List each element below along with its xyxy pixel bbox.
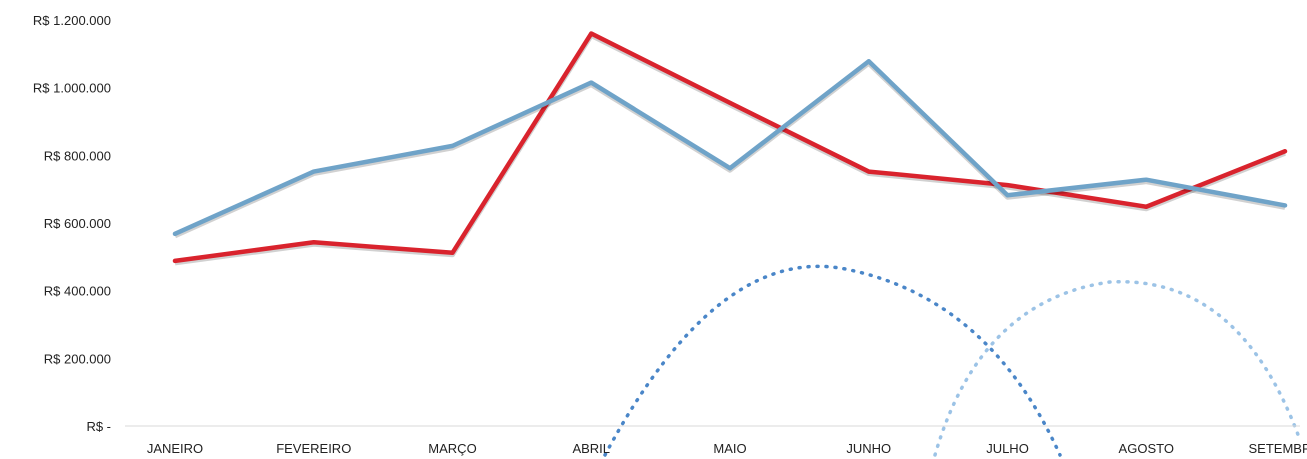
dotted-arc-left [603,264,1062,457]
series-1-line [172,31,1288,264]
x-tick-label: JANEIRO [147,441,203,456]
series-1-point [173,258,177,263]
series-2-point [173,231,177,236]
series-2-point [311,169,316,174]
y-tick-label: R$ 1.000.000 [33,81,111,96]
x-tick-label: SETEMBRO [1249,441,1307,456]
x-tick-label: JULHO [986,441,1029,456]
series-2-point [589,80,594,85]
series-2-point [866,59,871,64]
series-1-shadow [174,33,1286,266]
x-tick-label: MAIO [713,441,746,456]
y-tick-label: R$ 600.000 [44,216,111,231]
series-1-point [866,169,871,174]
series-2-shadow [173,60,1286,239]
x-axis-ticks: JANEIRO FEVEREIRO MARÇO ABRIL MAIO JUNHO JULHO… [147,441,1307,456]
y-tick-label: R$ 200.000 [44,351,111,366]
series-1-point [1144,204,1149,209]
series-2-point [450,143,455,148]
series-1-point [728,100,732,105]
series-2-line [172,59,1288,237]
series-2-point [1283,203,1287,208]
y-axis-ticks: R$ - R$ 200.000 R$ 400.000 R$ 600.000 R$ 800… [33,13,111,434]
x-tick-label: AGOSTO [1119,441,1174,456]
series-1-point [450,250,455,255]
x-tick-label: MARÇO [428,441,476,456]
series-1-point [1283,149,1287,154]
y-tick-label: R$ 1.200.000 [33,13,111,28]
y-tick-label: R$ 400.000 [44,284,111,299]
x-tick-label: FEVEREIRO [276,441,351,456]
x-tick-label: JUNHO [846,441,891,456]
dotted-arc-right [933,280,1302,457]
series-2-point [1005,193,1010,198]
series-1-point [1005,183,1010,188]
decorative-dotted-arcs [603,264,1302,457]
series-1-point [311,240,316,245]
series-1-point [589,31,594,36]
y-tick-label: R$ - [86,419,111,434]
series-lines [172,31,1288,266]
series-2-point [1144,177,1149,182]
x-tick-label: ABRIL [572,441,610,456]
y-tick-label: R$ 800.000 [44,148,111,163]
series-2-point [728,166,732,171]
